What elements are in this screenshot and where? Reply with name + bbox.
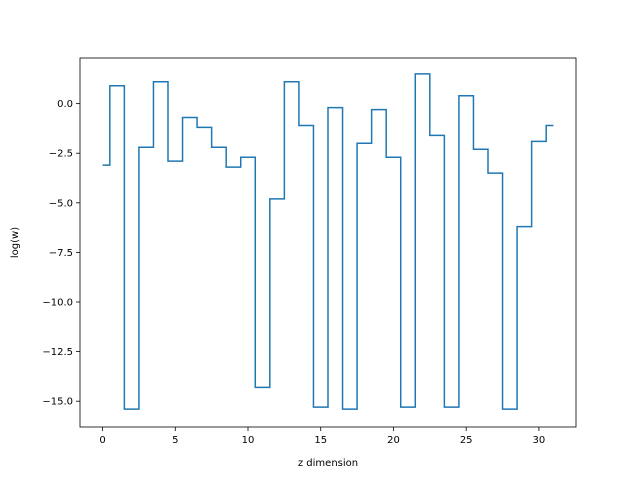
y-tick-label: −12.5 bbox=[42, 347, 73, 358]
y-tick-label: −5.0 bbox=[49, 198, 73, 209]
y-tick-label: −15.0 bbox=[42, 397, 73, 408]
plot-frame bbox=[79, 57, 577, 428]
y-axis-label: log(w) bbox=[10, 227, 21, 258]
y-tick-label: −2.5 bbox=[49, 149, 73, 160]
y-tick-label: −10.0 bbox=[42, 298, 73, 309]
series-line bbox=[102, 73, 554, 410]
x-tick-label: 20 bbox=[387, 435, 400, 446]
y-tick-label: 0.0 bbox=[57, 99, 73, 110]
x-axis: 0 5 10 15 20 25 30 bbox=[99, 427, 545, 446]
x-axis-label: z dimension bbox=[298, 458, 358, 469]
y-tick-label: −7.5 bbox=[49, 248, 73, 259]
x-tick-label: 30 bbox=[533, 435, 546, 446]
y-axis: 0.0 −2.5 −5.0 −7.5 −10.0 −12.5 −15.0 bbox=[42, 99, 80, 408]
x-tick-label: 5 bbox=[172, 435, 178, 446]
x-tick-label: 25 bbox=[460, 435, 473, 446]
x-tick-label: 0 bbox=[99, 435, 105, 446]
x-tick-label: 10 bbox=[242, 435, 255, 446]
x-tick-label: 15 bbox=[314, 435, 327, 446]
